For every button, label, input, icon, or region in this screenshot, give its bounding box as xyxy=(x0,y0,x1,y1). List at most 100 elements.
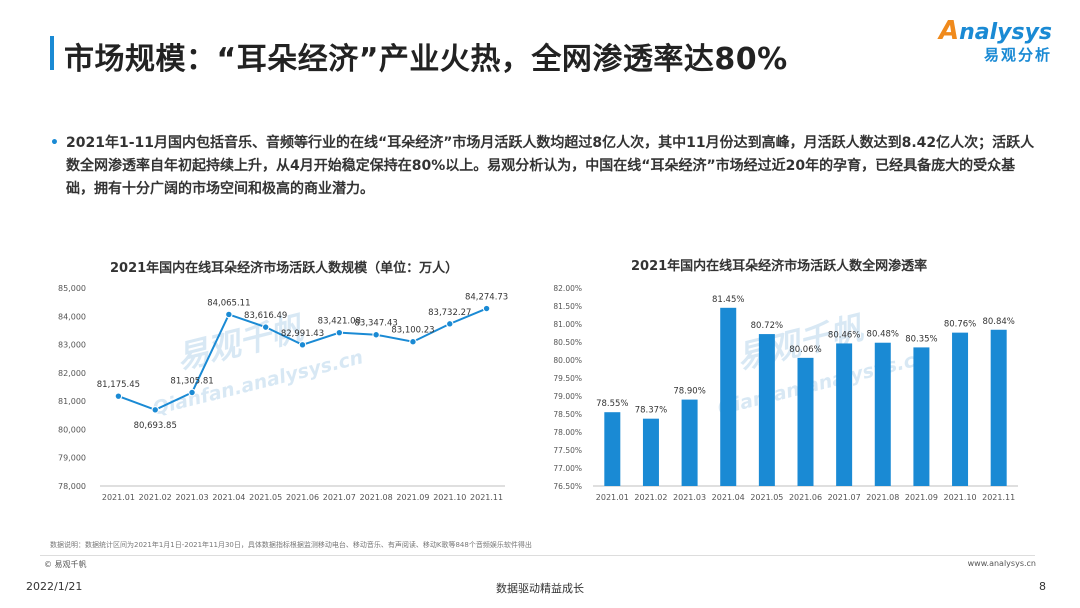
bar-value-label: 78.90% xyxy=(673,387,705,397)
data-label: 83,347.43 xyxy=(355,319,398,329)
y-tick-label: 78.50% xyxy=(553,410,582,419)
y-tick-label: 82.00% xyxy=(553,284,582,293)
bar xyxy=(990,329,1007,486)
bar-value-label: 80.35% xyxy=(905,334,937,344)
bar-value-label: 78.55% xyxy=(596,399,628,409)
x-tick-label: 2021.06 xyxy=(286,493,319,502)
footer-slogan: 数据驱动精益成长 xyxy=(496,582,584,595)
x-tick-label: 2021.08 xyxy=(360,493,393,502)
x-tick-label: 2021.03 xyxy=(175,493,208,502)
data-label: 83,100.23 xyxy=(391,326,434,336)
x-tick-label: 2021.11 xyxy=(470,493,503,502)
data-point xyxy=(114,392,123,400)
y-tick-label: 77.50% xyxy=(553,446,582,455)
data-point xyxy=(372,331,380,339)
footer-date: 2022/1/21 xyxy=(26,580,83,593)
y-tick-label: 81.00% xyxy=(553,320,582,329)
bullet-icon: • xyxy=(50,135,59,151)
x-tick-label: 2021.09 xyxy=(905,493,938,502)
data-point xyxy=(482,304,491,313)
y-tick-label: 77.00% xyxy=(553,464,582,473)
x-tick-label: 2021.01 xyxy=(596,493,629,502)
data-label: 81,305.81 xyxy=(170,376,213,386)
bar xyxy=(874,342,891,486)
data-point xyxy=(261,323,270,331)
y-tick-label: 81,000 xyxy=(58,397,86,406)
y-tick-label: 80.00% xyxy=(553,356,582,365)
bar-value-label: 80.76% xyxy=(944,320,976,330)
bar-value-label: 80.48% xyxy=(867,330,899,340)
bar xyxy=(642,418,659,486)
x-tick-label: 2021.10 xyxy=(943,493,976,502)
x-tick-label: 2021.05 xyxy=(750,493,783,502)
x-tick-label: 2021.08 xyxy=(866,493,899,502)
data-label: 81,175.45 xyxy=(97,380,140,390)
y-tick-label: 81.50% xyxy=(553,302,582,311)
logo-wordmark: Analysys xyxy=(939,16,1052,46)
summary-text: 2021年1-11月国内包括音乐、音频等行业的在线“耳朵经济”市场月活跃人数均超… xyxy=(66,135,1035,197)
page-title: 市场规模：“耳朵经济”产业火热，全网渗透率达80% xyxy=(64,42,788,77)
bar xyxy=(720,307,737,486)
website-text: www.analysys.cn xyxy=(967,559,1036,568)
y-tick-label: 79,000 xyxy=(58,454,86,463)
bar xyxy=(836,343,853,486)
data-point xyxy=(188,388,196,397)
bar xyxy=(604,412,621,486)
data-label: 82,991.43 xyxy=(281,329,324,339)
x-tick-label: 2021.04 xyxy=(212,493,245,502)
data-label: 83,421.08 xyxy=(318,317,361,327)
x-tick-label: 2021.09 xyxy=(396,493,429,502)
data-label: 84,065.11 xyxy=(207,298,250,308)
x-tick-label: 2021.06 xyxy=(789,493,822,502)
x-tick-label: 2021.05 xyxy=(249,493,282,502)
bar-value-label: 78.37% xyxy=(635,406,667,416)
y-tick-label: 78.00% xyxy=(553,428,582,437)
y-tick-label: 80.50% xyxy=(553,338,582,347)
data-note: 数据说明：数据统计区间为2021年1月1日-2021年11月30日，具体数据指标… xyxy=(50,541,532,549)
bar xyxy=(681,399,698,486)
x-tick-label: 2021.02 xyxy=(634,493,667,502)
bar-value-label: 80.46% xyxy=(828,330,860,340)
y-tick-label: 83,000 xyxy=(58,341,86,350)
x-tick-label: 2021.07 xyxy=(323,493,356,502)
bar xyxy=(913,347,930,486)
x-tick-label: 2021.07 xyxy=(828,493,861,502)
x-tick-label: 2021.02 xyxy=(139,493,172,502)
x-tick-label: 2021.11 xyxy=(982,493,1015,502)
data-point xyxy=(151,406,159,414)
bar-chart-title: 2021年国内在线耳朵经济市场活跃人数全网渗透率 xyxy=(631,259,928,274)
data-point xyxy=(335,328,344,337)
data-point xyxy=(225,310,233,319)
copyright-text: © 易观千帆 xyxy=(44,560,87,569)
y-tick-label: 79.50% xyxy=(553,374,582,383)
y-tick-label: 79.00% xyxy=(553,392,582,401)
data-label: 84,274.73 xyxy=(465,293,508,303)
line-chart-title: 2021年国内在线耳朵经济市场活跃人数规模（单位：万人） xyxy=(110,261,459,276)
y-tick-label: 85,000 xyxy=(58,284,86,293)
summary-paragraph: • 2021年1-11月国内包括音乐、音频等行业的在线“耳朵经济”市场月活跃人数… xyxy=(50,132,1035,201)
y-tick-label: 84,000 xyxy=(58,312,86,321)
bar xyxy=(952,332,969,486)
y-tick-label: 82,000 xyxy=(58,369,86,378)
footer-divider xyxy=(40,555,1035,556)
y-tick-label: 80,000 xyxy=(58,425,86,434)
bar-value-label: 80.06% xyxy=(789,345,821,355)
page-number: 8 xyxy=(1039,580,1046,593)
logo-chinese: 易观分析 xyxy=(983,46,1052,64)
x-tick-label: 2021.10 xyxy=(433,493,466,502)
data-point xyxy=(446,320,454,328)
y-tick-label: 76.50% xyxy=(553,482,582,491)
title-accent-bar xyxy=(50,36,54,70)
data-label: 83,616.49 xyxy=(244,311,287,321)
logo-initial: A xyxy=(938,16,960,46)
logo-wordmark-rest: nalysys xyxy=(959,20,1052,45)
bar-value-label: 80.84% xyxy=(982,317,1014,327)
bar-value-label: 80.72% xyxy=(751,321,783,331)
bar xyxy=(797,357,814,486)
y-tick-label: 78,000 xyxy=(58,482,86,491)
bar xyxy=(758,334,775,486)
data-point xyxy=(298,341,307,349)
data-point xyxy=(409,338,417,346)
